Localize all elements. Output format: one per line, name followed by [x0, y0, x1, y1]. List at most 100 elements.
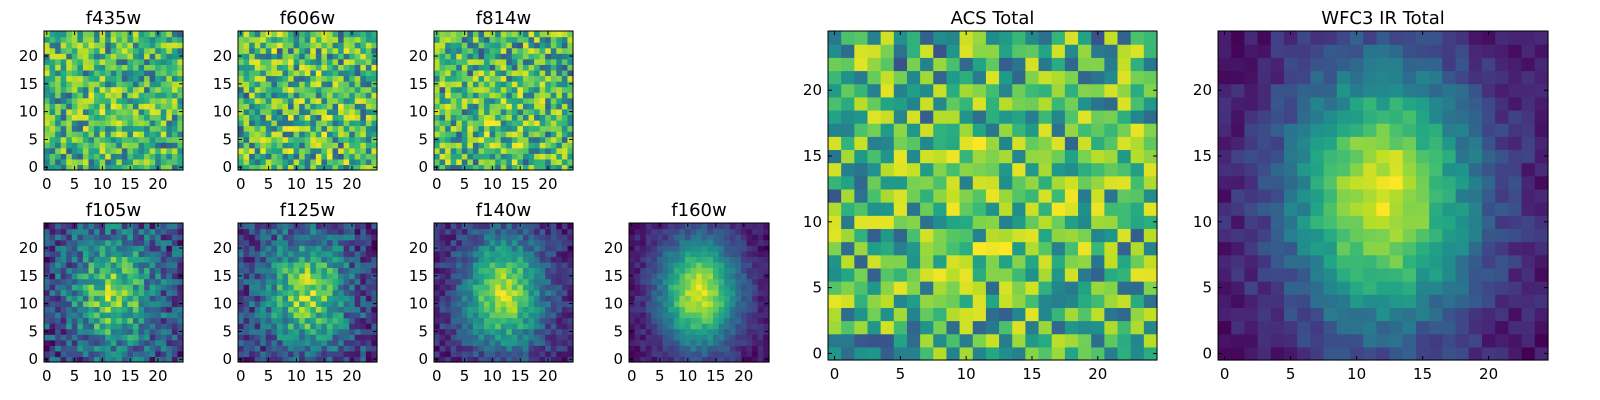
heatmap-cell	[288, 86, 295, 93]
heatmap-cell	[456, 92, 463, 99]
heatmap-cell	[66, 306, 73, 313]
heatmap-cell	[701, 323, 708, 330]
heatmap-cell	[260, 108, 267, 115]
heatmap-cell	[933, 267, 948, 282]
heatmap-cell	[434, 75, 441, 82]
heatmap-cell	[1051, 320, 1066, 335]
heatmap-cell	[155, 69, 162, 77]
heatmap-cell	[752, 317, 759, 324]
heatmap-cell	[360, 64, 367, 71]
heatmap-cell	[561, 300, 569, 307]
heatmap-cell	[550, 36, 557, 43]
heatmap-cell	[304, 58, 311, 65]
heatmap-cell	[49, 86, 56, 93]
heatmap-cell	[690, 295, 697, 302]
heatmap-cell	[657, 317, 664, 324]
heatmap-cell	[132, 81, 140, 88]
heatmap-cell	[276, 278, 284, 285]
heatmap-cell	[243, 125, 250, 132]
heatmap-cell	[321, 245, 328, 252]
heatmap-cell	[288, 317, 295, 324]
heatmap-cell	[276, 328, 284, 335]
heatmap-cell	[484, 97, 491, 104]
heatmap-cell	[528, 131, 535, 138]
heatmap-cell	[177, 92, 184, 99]
heatmap-cell	[690, 345, 697, 352]
heatmap-cell	[349, 64, 356, 71]
heatmap-cell	[629, 334, 636, 341]
heatmap-cell	[567, 47, 574, 54]
heatmap-cell	[44, 317, 51, 324]
heatmap-cell	[276, 86, 284, 93]
heatmap-cell	[371, 47, 378, 54]
heatmap-cell	[461, 108, 468, 115]
heatmap-cell	[88, 278, 95, 285]
heatmap-cell	[657, 300, 664, 307]
heatmap-cell	[138, 273, 145, 280]
heatmap-cell	[177, 75, 184, 82]
heatmap-cell	[66, 223, 73, 230]
heatmap-cell	[110, 250, 117, 257]
heatmap-cell	[1078, 267, 1092, 282]
heatmap-cell	[478, 323, 485, 330]
heatmap-cell	[110, 103, 117, 110]
heatmap-cell	[265, 75, 272, 82]
heatmap-cell	[177, 239, 184, 246]
heatmap-cell	[467, 81, 474, 88]
heatmap-cell	[293, 58, 300, 65]
heatmap-cell	[534, 81, 541, 88]
heatmap-cell	[66, 273, 73, 280]
heatmap-cell	[99, 345, 106, 352]
heatmap-cell	[539, 223, 546, 230]
heatmap-cell	[149, 103, 156, 110]
heatmap-cell	[282, 36, 289, 43]
heatmap-cell	[467, 261, 474, 269]
heatmap-cell	[972, 320, 987, 335]
heatmap-cell	[332, 284, 339, 291]
heatmap-cell	[467, 69, 474, 77]
heatmap-cell	[645, 267, 652, 274]
heatmap-cell	[495, 92, 502, 99]
heatmap-cell	[116, 131, 123, 138]
heatmap-cell	[254, 136, 261, 143]
heatmap-cell	[110, 164, 117, 171]
heatmap-cell	[701, 339, 708, 346]
heatmap-cell	[82, 273, 90, 280]
heatmap-cell	[1064, 294, 1079, 308]
heatmap-cell	[550, 69, 557, 77]
y-tick-label: 0	[222, 350, 232, 368]
heatmap-cell	[522, 261, 530, 269]
heatmap-cell	[132, 75, 140, 82]
heatmap-cell	[511, 153, 518, 160]
heatmap-cell	[160, 228, 167, 235]
y-tick-label: 5	[222, 322, 232, 340]
heatmap-cell	[310, 119, 317, 127]
heatmap-cell	[238, 239, 245, 246]
heatmap-cell	[315, 334, 322, 341]
heatmap-cell	[282, 234, 289, 241]
heatmap-cell	[49, 131, 56, 138]
heatmap-cell	[116, 261, 123, 269]
x-tick-label: 5	[70, 175, 80, 193]
heatmap-cell	[746, 261, 753, 269]
heatmap-cell	[757, 250, 764, 257]
heatmap-cell	[522, 125, 530, 132]
heatmap-cell	[673, 317, 680, 324]
heatmap-cell	[511, 284, 518, 291]
heatmap-cell	[171, 334, 179, 341]
heatmap-cell	[149, 328, 156, 335]
heatmap-cell	[249, 47, 256, 54]
heatmap-cell	[718, 267, 725, 274]
heatmap-cell	[138, 136, 145, 143]
heatmap-cell	[310, 250, 317, 257]
heatmap-cell	[1130, 188, 1145, 203]
heatmap-cell	[349, 142, 356, 149]
heatmap-cell	[60, 97, 67, 104]
heatmap-cell	[276, 323, 284, 330]
heatmap-cell	[522, 119, 530, 127]
heatmap-cell	[757, 295, 764, 302]
heatmap-cell	[127, 295, 134, 302]
y-tick-label: 20	[213, 239, 232, 257]
heatmap-cell	[160, 261, 167, 269]
